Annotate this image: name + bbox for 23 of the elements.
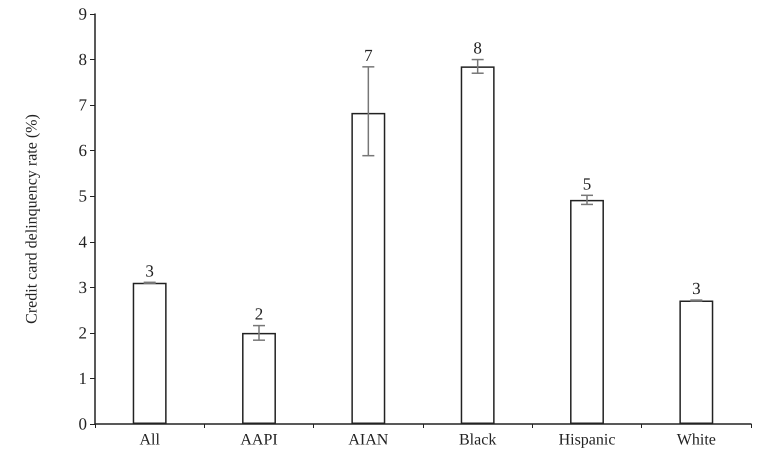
y-axis-title: Credit card delinquency rate (%) bbox=[24, 114, 40, 324]
x-tick-label: AIAN bbox=[348, 432, 389, 448]
data-label: 5 bbox=[582, 174, 592, 194]
y-tick-label: 4 bbox=[78, 232, 88, 252]
y-tick-label: 6 bbox=[78, 141, 87, 160]
data-label: 7 bbox=[364, 46, 374, 65]
y-tick-label: 3 bbox=[78, 278, 87, 297]
data-label: 3 bbox=[145, 261, 154, 280]
y-tick-label: 1 bbox=[78, 368, 87, 388]
x-tick-label: White bbox=[676, 432, 716, 448]
data-label: 8 bbox=[473, 38, 482, 58]
y-tick-label: 5 bbox=[78, 186, 87, 206]
y-tick-label: 0 bbox=[78, 414, 87, 434]
data-label: 2 bbox=[254, 304, 264, 324]
x-tick-label: Hispanic bbox=[558, 432, 616, 448]
x-tick-label: All bbox=[139, 432, 160, 448]
x-tick-label: AAPI bbox=[240, 432, 278, 448]
data-label: 3 bbox=[692, 279, 701, 298]
x-tick-label: Black bbox=[459, 432, 496, 448]
y-tick-label: 7 bbox=[78, 96, 88, 115]
y-tick-label: 2 bbox=[78, 323, 87, 342]
y-tick-label: 8 bbox=[78, 50, 87, 70]
y-tick-label: 9 bbox=[78, 4, 87, 24]
